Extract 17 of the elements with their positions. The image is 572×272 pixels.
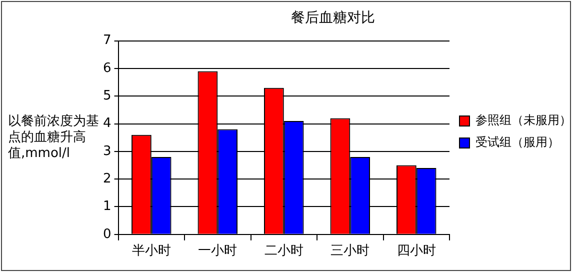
y-tick-label: 2	[102, 171, 112, 186]
legend-label: 受试组（服用）	[476, 135, 560, 150]
y-tick-label: 5	[102, 88, 112, 104]
y-tick-label: 3	[102, 144, 112, 159]
x-tick-label: 三小时	[330, 244, 370, 259]
x-tick-label: 一小时	[198, 244, 238, 259]
legend-label: 参照组（未服用）	[476, 113, 572, 128]
y-tick-label: 1	[102, 199, 112, 214]
y-tick-label: 4	[102, 116, 112, 132]
y-axis-title: 以餐前浓度为基点的血糖升高值,mmol/l	[8, 114, 100, 162]
x-tick-label: 四小时	[396, 244, 436, 259]
chart-title: 餐后血糖对比	[291, 10, 375, 26]
x-tick-label: 半小时	[132, 244, 171, 259]
x-tick-label: 二小时	[264, 244, 304, 259]
y-tick-label: 7	[102, 33, 112, 48]
y-tick-label: 0	[102, 226, 112, 242]
y-tick-label: 6	[102, 60, 112, 76]
